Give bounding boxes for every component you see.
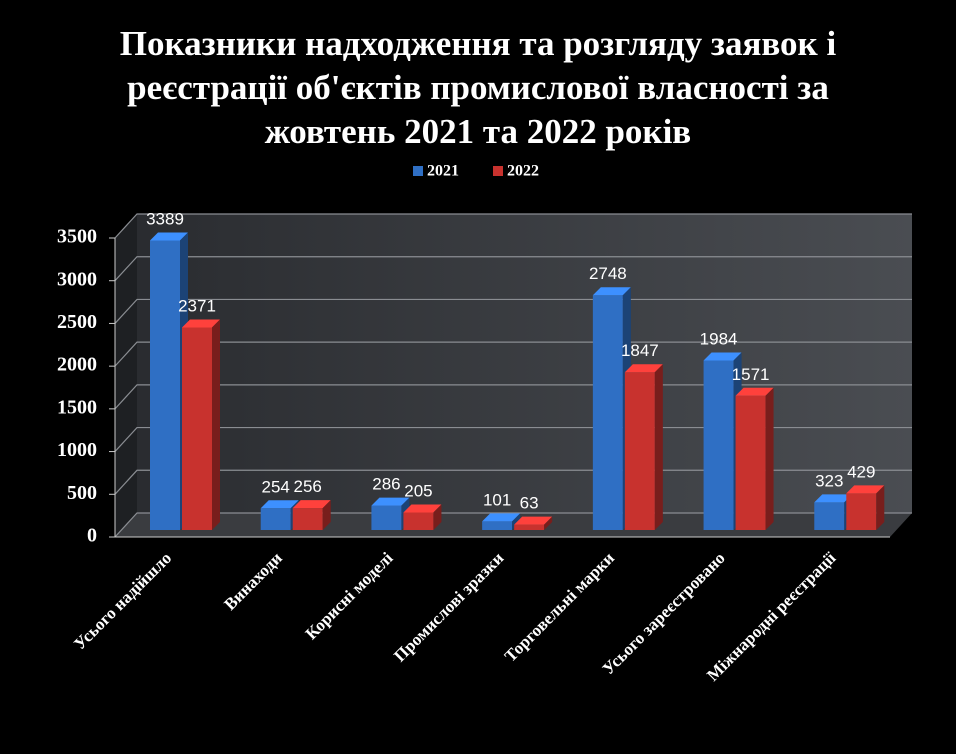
bar (624, 364, 663, 530)
y-tick-label: 1000 (57, 439, 97, 461)
back-wall (137, 214, 912, 513)
bar-front (403, 512, 434, 530)
bar-front (150, 240, 180, 530)
y-tick-label: 2500 (57, 311, 97, 333)
bar-top (514, 516, 553, 525)
x-tick-label: Винаходи (220, 548, 286, 614)
data-label: 3389 (146, 209, 184, 228)
chart-title: Показники надходження та розгляду заявок… (119, 24, 837, 151)
bar-side (433, 504, 442, 530)
bar (292, 500, 331, 530)
bar (403, 504, 442, 530)
bar-side (765, 387, 774, 530)
grid-line (114, 256, 912, 282)
grid-line (114, 298, 912, 324)
bar-side (544, 516, 553, 530)
bar-top (846, 485, 885, 494)
bar-top (703, 352, 742, 361)
bar-front (260, 508, 291, 530)
bar-top (182, 319, 220, 328)
x-tick-label: Усього зареєстровано (599, 548, 729, 678)
y-tick-label: 2000 (57, 354, 97, 376)
data-label: 101 (483, 490, 511, 509)
bar-top (150, 232, 188, 241)
bar-front (371, 505, 402, 530)
y-tick-label: 0 (87, 525, 97, 547)
data-label: 254 (262, 477, 290, 496)
data-label: 205 (404, 481, 432, 500)
legend-label: 2022 (507, 163, 539, 180)
x-tick-label: Міжнародні реєстрації (703, 548, 840, 685)
data-label: 323 (815, 471, 843, 490)
bar-front (703, 360, 734, 530)
bar-front (592, 295, 623, 530)
y-tick-label: 1500 (57, 396, 97, 418)
y-tick-label: 3000 (57, 268, 97, 290)
x-tick-label: Корисні моделі (302, 548, 397, 643)
x-tick-label: Промислові зразки (390, 548, 507, 665)
bar-top (292, 500, 331, 509)
bar-side (322, 500, 331, 530)
legend-swatch (493, 166, 503, 176)
bar (371, 497, 410, 530)
bar-front (735, 395, 766, 530)
grid-line (114, 341, 912, 367)
bar-front (292, 508, 323, 530)
x-tick-label: Усього надійшло (70, 548, 175, 653)
bar-front (814, 502, 845, 530)
bar (182, 319, 220, 530)
bar-top (735, 387, 774, 396)
bar-front (514, 524, 545, 530)
bar-top (814, 494, 853, 503)
bar-top (371, 497, 410, 506)
legend-swatch (413, 166, 423, 176)
bar-front (846, 493, 877, 530)
data-label: 1847 (621, 341, 659, 360)
bar-top (482, 513, 521, 522)
bar-side (876, 485, 885, 530)
bar (735, 387, 774, 530)
data-label: 2371 (178, 296, 216, 315)
data-label: 2748 (589, 264, 627, 283)
y-tick-label: 500 (67, 482, 97, 504)
data-label: 1571 (732, 365, 770, 384)
bar-side (212, 319, 220, 530)
data-label: 286 (372, 475, 400, 494)
bar-side (654, 364, 663, 530)
bar-front (182, 327, 212, 530)
data-label: 1984 (700, 330, 738, 349)
bar-top (260, 500, 299, 509)
data-label: 63 (520, 494, 539, 513)
data-label: 256 (294, 477, 322, 496)
bar (514, 516, 553, 530)
bar-top (624, 364, 663, 373)
bar-front (624, 372, 655, 530)
bar (846, 485, 885, 530)
x-tick-label: Торговельні марки (501, 548, 618, 665)
y-tick-label: 3500 (57, 226, 97, 248)
data-label: 429 (847, 462, 875, 481)
side-wall (115, 214, 137, 537)
bar-top (592, 287, 631, 296)
legend-label: 2021 (427, 163, 459, 180)
grid-line (114, 213, 912, 239)
bar-top (403, 504, 442, 513)
bar-front (482, 521, 513, 530)
